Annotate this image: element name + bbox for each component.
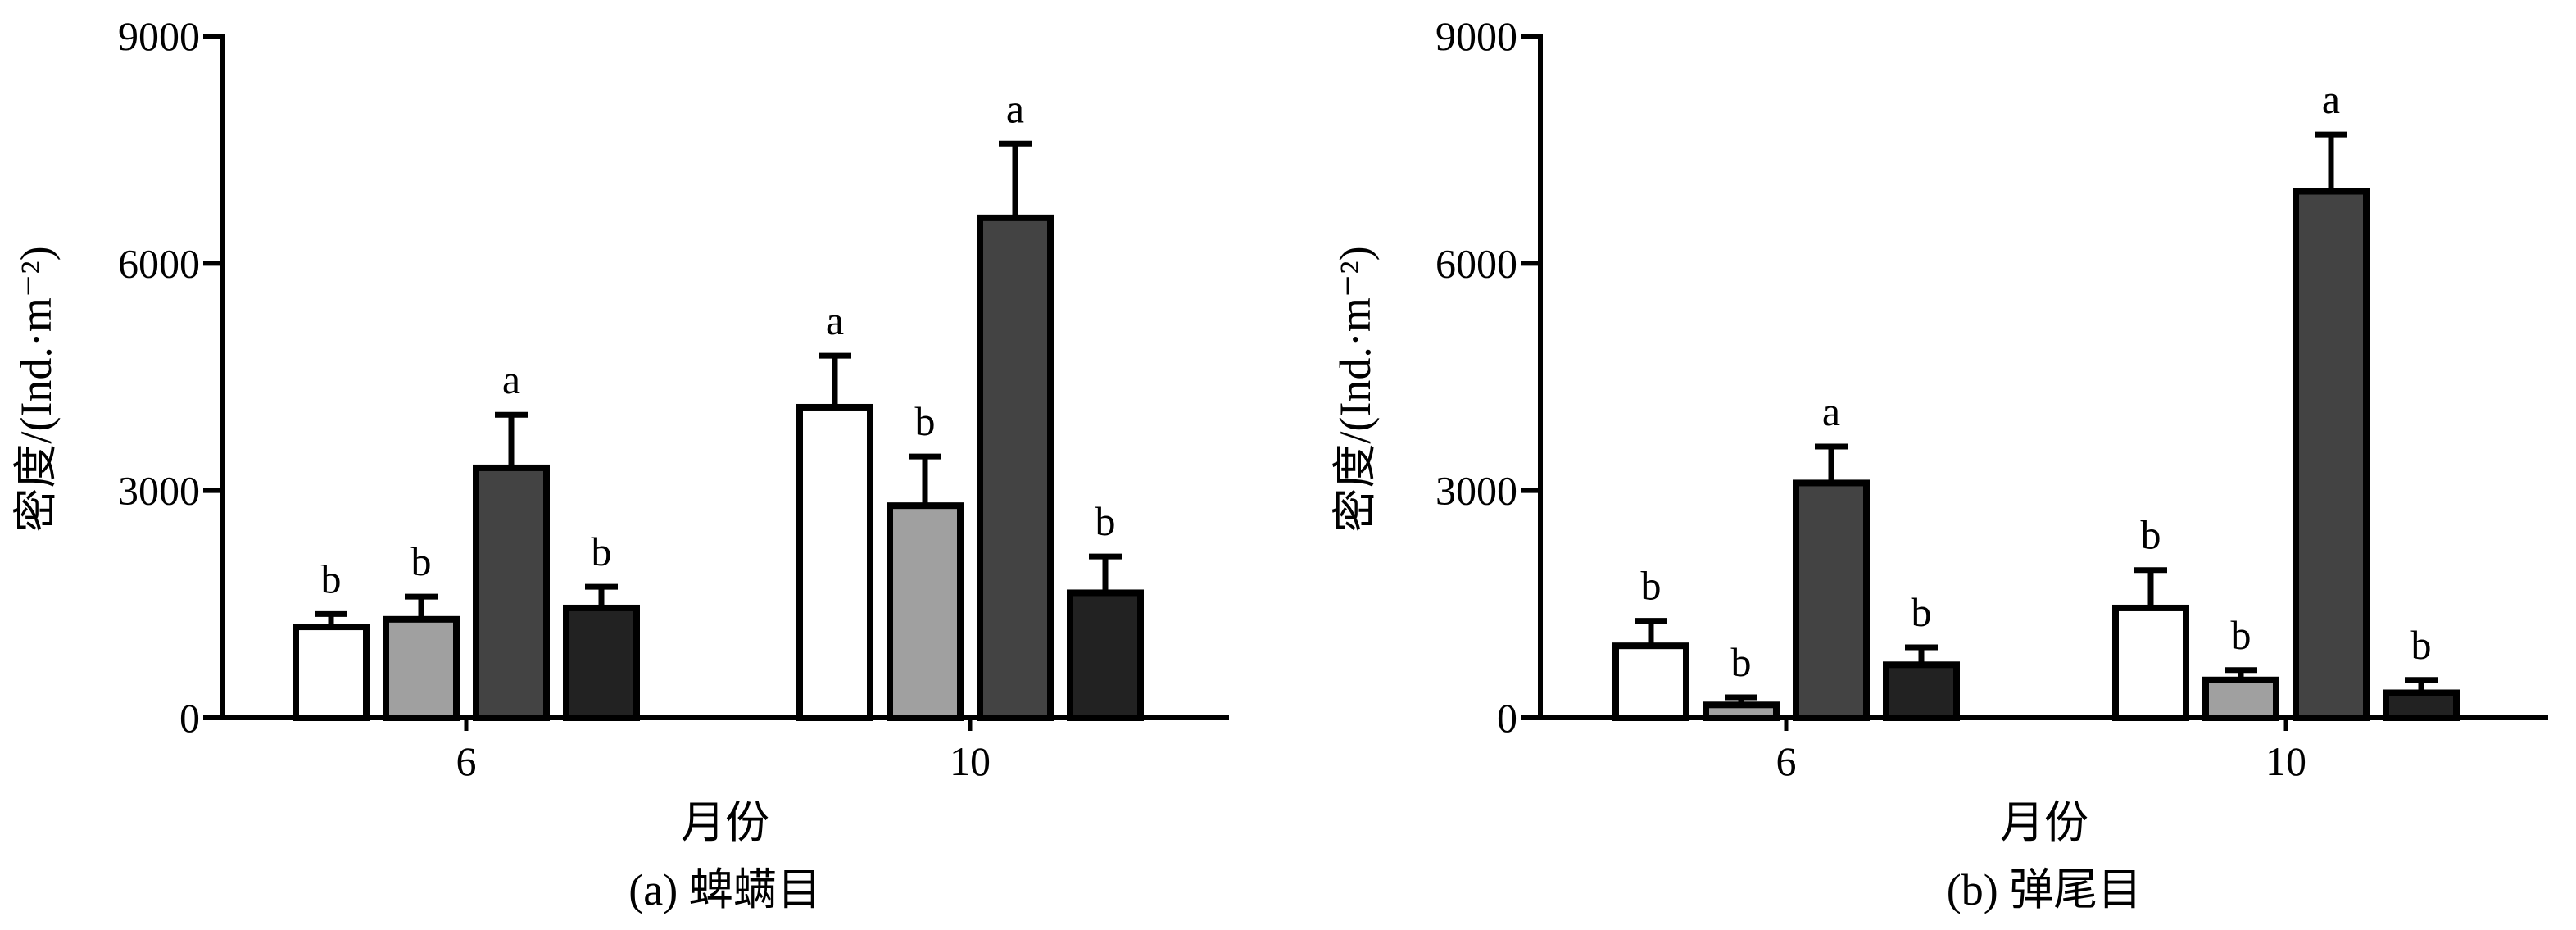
x-tick-label: 10: [2265, 738, 2306, 784]
bar: [473, 464, 550, 722]
y-tick-label: 9000: [1435, 13, 1517, 59]
y-tick-label: 9000: [118, 13, 200, 59]
significance-label: b: [1641, 563, 1662, 609]
bar: [1612, 642, 1689, 722]
x-tick-label: 6: [1776, 738, 1797, 784]
chart-panel-b: 0 3000 6000 9000 b b a b 6 b b a b 10 月份 密度/(Ind.·m⁻²) (…: [1331, 13, 2548, 914]
y-axis-label: 密度/(Ind.·m⁻²): [1331, 246, 1380, 532]
bar: [796, 403, 873, 721]
significance-label: a: [1006, 85, 1024, 131]
bar: [2383, 689, 2460, 722]
significance-label: a: [502, 356, 520, 402]
y-tick-label: 3000: [118, 468, 200, 514]
x-axis-label: 月份: [2000, 798, 2088, 847]
significance-label: a: [826, 297, 844, 343]
bar: [1793, 479, 1870, 722]
chart-panel-a: 0 3000 6000 9000 b b a b 6 a b a b 10 月份 密度/(Ind.·m⁻²) (…: [11, 13, 1229, 914]
y-tick-label: 3000: [1435, 468, 1517, 514]
significance-label: a: [1822, 388, 1840, 434]
bar: [1067, 589, 1144, 722]
bar: [1703, 701, 1780, 721]
y-tick-label: 0: [179, 695, 200, 741]
significance-label: b: [1731, 639, 1752, 685]
significance-label: b: [321, 556, 342, 601]
x-tick-label: 10: [950, 738, 991, 784]
panel-caption: (a) 蜱螨目: [628, 865, 821, 914]
significance-label: b: [2141, 512, 2161, 558]
bar: [887, 502, 964, 722]
bar: [2293, 188, 2370, 721]
y-axis-label: 密度/(Ind.·m⁻²): [11, 246, 61, 532]
panel-caption: (b) 弹尾目: [1947, 865, 2142, 914]
x-axis-label: 月份: [681, 798, 769, 847]
significance-label: b: [2231, 612, 2252, 658]
x-tick-label: 6: [456, 738, 477, 784]
significance-label: a: [2322, 76, 2340, 122]
bar: [977, 214, 1054, 722]
bar: [1883, 661, 1960, 721]
y-tick-label: 0: [1497, 695, 1517, 741]
bar: [293, 624, 370, 721]
significance-label: b: [2411, 622, 2432, 668]
significance-label: b: [915, 398, 936, 444]
significance-label: b: [1095, 498, 1116, 544]
significance-label: b: [411, 538, 432, 584]
bar: [2202, 676, 2279, 721]
y-tick-label: 6000: [1435, 240, 1517, 286]
significance-label: b: [592, 529, 612, 574]
bar: [2112, 604, 2189, 722]
bar: [383, 615, 460, 721]
significance-label: b: [1912, 589, 1932, 635]
y-tick-label: 6000: [118, 240, 200, 286]
bar: [563, 604, 640, 722]
